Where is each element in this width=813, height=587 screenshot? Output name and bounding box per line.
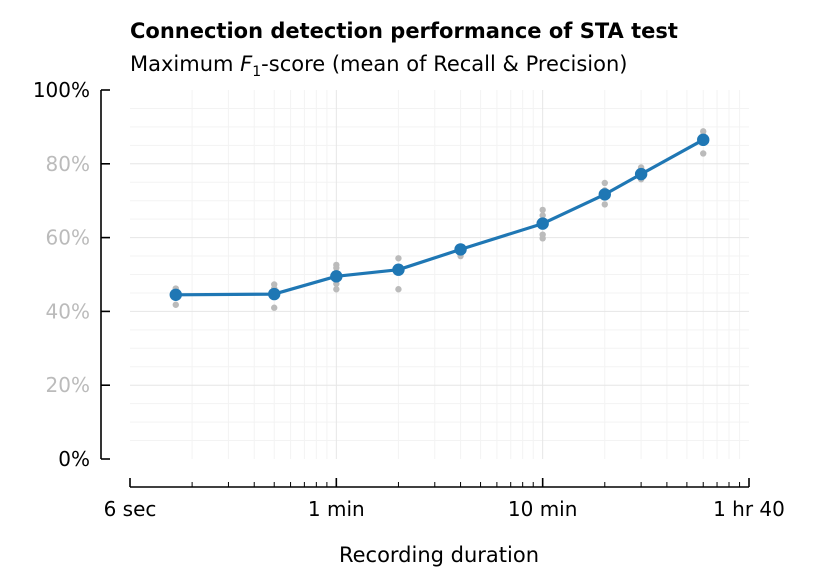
- run-point: [333, 261, 340, 269]
- subtitle-suffix: -score (mean of Recall & Precision): [261, 52, 627, 76]
- y-tick-label: 40%: [46, 299, 90, 323]
- run-point: [539, 231, 546, 238]
- run-point: [271, 304, 278, 311]
- data-point: [169, 288, 182, 301]
- data-point: [330, 270, 343, 283]
- x-tick-label: 1 min: [308, 497, 365, 521]
- run-point: [700, 150, 707, 157]
- y-tick-label: 0%: [58, 447, 90, 471]
- x-tick-label: 1 hr 40: [713, 497, 785, 521]
- grid: [130, 90, 749, 459]
- y-tick-label: 20%: [46, 373, 90, 397]
- data-point: [697, 133, 710, 147]
- data-point: [268, 287, 281, 301]
- y-tick-label: 100%: [33, 78, 90, 102]
- data-point: [392, 263, 405, 276]
- series: [169, 133, 710, 301]
- axes: 0% 20% 40% 60% 80% 100% 6 sec 1 min 10 min 1 hr 4…: [33, 78, 785, 521]
- x-axis-label: Recording duration: [339, 543, 539, 567]
- data-point: [634, 167, 648, 181]
- run-point: [601, 201, 608, 208]
- x-tick-label: 6 sec: [104, 497, 157, 521]
- run-point: [271, 281, 278, 288]
- series-line: [175, 138, 704, 297]
- y-tick-label: 60%: [46, 226, 90, 250]
- run-point: [539, 212, 546, 219]
- subtitle-f: F: [240, 52, 253, 76]
- run-point: [172, 301, 179, 308]
- run-point: [539, 206, 546, 214]
- run-point: [395, 255, 402, 262]
- subtitle-prefix: Maximum: [130, 52, 240, 76]
- x-tick-label: 10 min: [508, 497, 578, 521]
- run-point: [700, 128, 707, 135]
- data-point: [536, 217, 549, 230]
- data-point: [598, 188, 611, 201]
- chart-subtitle: Maximum F1-score (mean of Recall & Preci…: [130, 52, 627, 80]
- subtitle-subscript: 1: [252, 64, 261, 80]
- run-point: [333, 286, 340, 293]
- chart-title: Connection detection performance of STA …: [130, 19, 678, 43]
- run-point: [395, 286, 402, 293]
- y-tick-label: 80%: [46, 152, 90, 176]
- run-point: [601, 179, 608, 187]
- data-point: [454, 243, 467, 256]
